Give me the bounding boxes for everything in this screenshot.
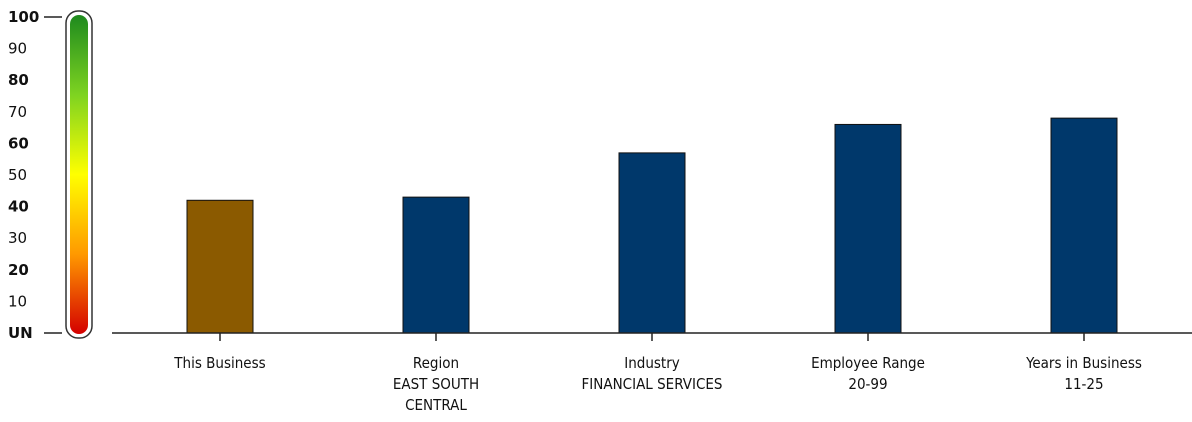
- x-category-label: EAST SOUTH: [393, 375, 479, 393]
- y-tick-label: 10: [8, 292, 27, 310]
- x-category-label: This Business: [173, 354, 265, 372]
- y-tick-label: UN: [8, 324, 33, 342]
- bar-0: [186, 199, 254, 334]
- y-tick-label: 100: [8, 8, 39, 26]
- x-category-label: 11-25: [1064, 375, 1103, 393]
- score-gauge-fill: [70, 15, 88, 334]
- y-tick-label: 50: [8, 166, 27, 184]
- x-category-label: Region: [413, 354, 459, 372]
- x-category-label: 20-99: [848, 375, 887, 393]
- y-tick-label: 70: [8, 103, 27, 121]
- bar-4: [1050, 117, 1118, 334]
- y-tick-label: 20: [8, 261, 29, 279]
- x-category-label: Industry: [624, 354, 680, 372]
- bar-2: [618, 152, 686, 334]
- bar-3: [834, 123, 902, 334]
- bar-1: [402, 196, 470, 334]
- y-tick-label: 40: [8, 198, 29, 216]
- x-category-label: FINANCIAL SERVICES: [582, 375, 723, 393]
- x-category-label: Years in Business: [1025, 354, 1142, 372]
- y-tick-label: 60: [8, 134, 29, 152]
- x-category-label: Employee Range: [811, 354, 925, 372]
- y-tick-label: 80: [8, 71, 29, 89]
- x-category-label: CENTRAL: [405, 396, 467, 414]
- y-tick-label: 30: [8, 229, 27, 247]
- y-tick-label: 90: [8, 40, 27, 58]
